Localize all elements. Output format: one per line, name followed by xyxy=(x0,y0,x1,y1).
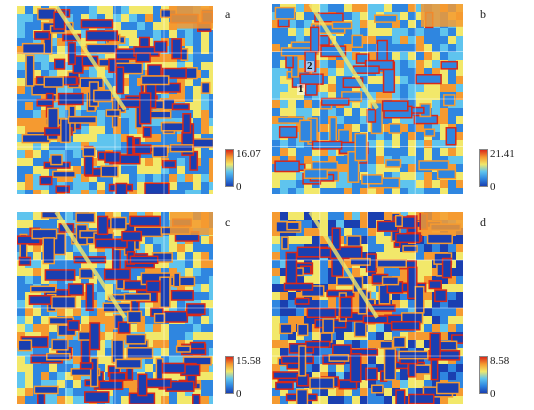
colorbar-max-c: 15.58 xyxy=(236,355,261,367)
colorbar-max-d: 8.58 xyxy=(490,355,510,367)
colorbar-max-a: 16.07 xyxy=(236,148,261,160)
colorbar-min-a: 0 xyxy=(236,181,242,193)
panel-label-b: b xyxy=(480,7,486,21)
panel-label-a: a xyxy=(225,7,231,21)
colorbar-c xyxy=(225,356,234,394)
colorbar-b xyxy=(479,149,488,187)
panel-label-c: c xyxy=(225,215,231,229)
heatmap-panel-c xyxy=(17,212,213,404)
marker-1: 1 xyxy=(297,83,305,95)
heatmap-texture xyxy=(17,6,213,194)
colorbar-min-b: 0 xyxy=(490,181,496,193)
heatmap-panel-d xyxy=(272,212,463,404)
colorbar-max-b: 21.41 xyxy=(490,148,515,160)
colorbar-a xyxy=(225,149,234,187)
panel-label-d: d xyxy=(480,215,486,229)
heatmap-texture xyxy=(17,212,213,404)
marker-2: 2 xyxy=(306,60,314,72)
heatmap-texture xyxy=(272,212,463,404)
heatmap-texture xyxy=(272,4,463,194)
colorbar-d xyxy=(479,356,488,394)
colorbar-min-d: 0 xyxy=(490,388,496,400)
colorbar-min-c: 0 xyxy=(236,388,242,400)
heatmap-panel-a xyxy=(17,6,213,194)
heatmap-panel-b xyxy=(272,4,463,194)
